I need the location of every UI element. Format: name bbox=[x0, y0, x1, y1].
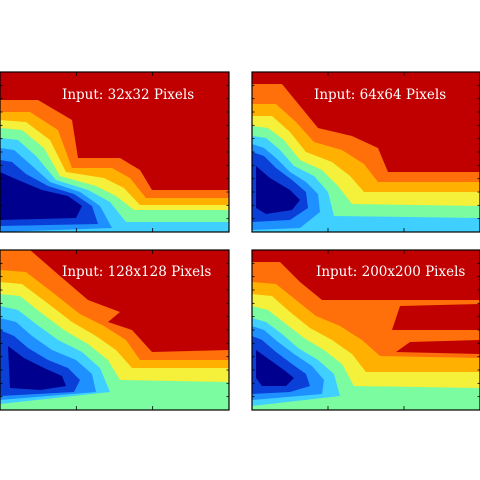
panel-title: Input: 32x32 Pixels bbox=[62, 87, 194, 103]
panel-64: Input: 64x64 Pixels bbox=[251, 71, 480, 233]
contour-field bbox=[0, 72, 229, 232]
panel-128: Input: 128x128 Pixels bbox=[0, 249, 230, 411]
panel-title: Input: 64x64 Pixels bbox=[314, 87, 446, 103]
band-level-0 bbox=[256, 350, 294, 386]
panel-32: Input: 32x32 Pixels bbox=[0, 71, 230, 233]
band-level-0 bbox=[8, 346, 66, 390]
band-level-0 bbox=[0, 172, 82, 220]
band-level-0 bbox=[256, 166, 300, 214]
panel-title: Input: 200x200 Pixels bbox=[316, 264, 465, 280]
contour-field bbox=[0, 250, 229, 410]
contour-field bbox=[252, 250, 480, 410]
panel-title: Input: 128x128 Pixels bbox=[62, 264, 211, 280]
contour-field bbox=[252, 72, 480, 232]
panel-200: Input: 200x200 Pixels bbox=[251, 249, 480, 411]
